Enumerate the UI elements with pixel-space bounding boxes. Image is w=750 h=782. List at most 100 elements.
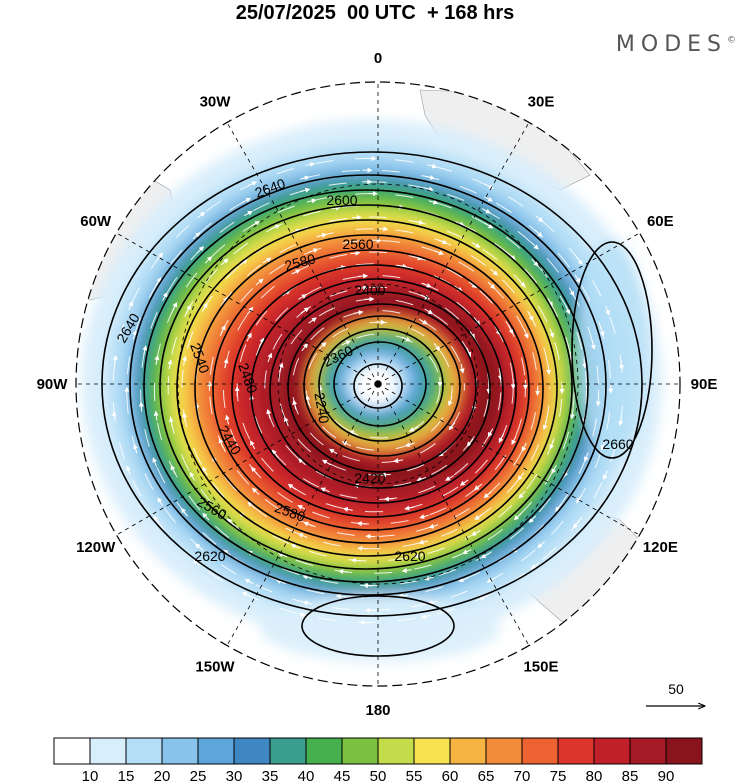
stream-arrow	[459, 479, 469, 486]
stream-arrow	[428, 199, 439, 205]
stream-arrow	[298, 294, 307, 300]
stream-arrow	[438, 450, 447, 457]
stream-arrow	[182, 355, 188, 366]
contour-2660-east	[571, 241, 653, 459]
copyright-mark: ©	[727, 35, 736, 46]
stream-arrow	[565, 305, 571, 315]
stream-arrow	[357, 545, 368, 551]
stream-arrow	[243, 210, 253, 217]
stream-arrow	[250, 221, 261, 227]
stream-arrow	[318, 342, 327, 350]
stream-arrow	[226, 518, 235, 526]
stream-arrow	[251, 466, 258, 475]
stream-arrow	[507, 252, 516, 261]
lon-60w-label: 60W	[80, 213, 112, 230]
stream-arrow	[182, 412, 187, 423]
stream-arrow	[551, 464, 557, 474]
stream-arrow	[297, 458, 306, 466]
colorbar-tick-label: 35	[262, 768, 279, 782]
stream-arrow	[350, 250, 361, 256]
stream-arrow	[255, 278, 264, 286]
meridian-330	[226, 122, 379, 385]
meridian-150	[377, 383, 530, 646]
stream-arrow	[478, 594, 489, 600]
colorbar-tick-label: 70	[514, 768, 531, 782]
meridian-210	[226, 383, 379, 646]
lon-150w-label: 150W	[195, 658, 235, 675]
stream-arrow	[401, 336, 411, 342]
stream-arrow	[322, 459, 331, 466]
stream-arrow	[404, 442, 415, 447]
contour-11	[303, 315, 461, 457]
stream-arrow	[413, 553, 424, 559]
stream-arrow	[250, 440, 256, 450]
colorbar-swatch	[269, 737, 307, 765]
stream-arrow	[267, 352, 273, 363]
stream-arrow	[438, 239, 448, 245]
stream-arrow	[425, 174, 436, 180]
stream-arrow	[511, 435, 517, 446]
stream-arrow	[290, 544, 301, 549]
colorbar-swatch	[305, 737, 343, 765]
stream-arrow	[528, 515, 537, 524]
contour-9	[269, 291, 491, 489]
stream-arrow	[398, 593, 409, 599]
stream-arrow	[508, 325, 514, 335]
stream-arrow	[128, 301, 133, 311]
stream-arrow	[299, 175, 310, 181]
stream-arrow	[576, 256, 583, 266]
stream-arrow	[455, 221, 465, 227]
contour-label: 2660	[602, 436, 633, 452]
colorbar-swatch	[557, 737, 595, 765]
stream-arrow	[490, 268, 499, 276]
stream-arrow	[152, 457, 158, 467]
stream-arrow	[427, 599, 438, 605]
stream-arrow	[572, 520, 580, 529]
stream-arrow	[424, 575, 434, 581]
stream-arrow	[221, 296, 228, 306]
stream-arrow	[278, 362, 284, 373]
stream-arrow	[305, 162, 316, 167]
stream-arrow	[459, 363, 465, 374]
stream-arrow	[605, 306, 610, 316]
stream-arrow	[487, 428, 494, 438]
stream-arrow	[170, 464, 176, 475]
colorbar-tick-label: 75	[550, 768, 567, 782]
stream-arrow	[356, 521, 367, 527]
stream-arrow	[153, 515, 160, 525]
stream-arrow	[474, 483, 483, 491]
stream-arrow	[153, 410, 159, 421]
stream-arrow	[549, 440, 555, 450]
colorbar-swatch	[629, 737, 667, 765]
stream-arrow	[317, 232, 328, 238]
contour-7	[231, 264, 517, 518]
stream-arrow	[247, 181, 258, 187]
stream-arrow	[530, 562, 539, 570]
stream-arrow	[320, 487, 330, 493]
stream-arrow	[301, 342, 309, 352]
meridian-240	[116, 383, 379, 536]
contour-label: 2400	[354, 282, 385, 298]
colorbar-swatch	[665, 737, 703, 765]
stream-arrow	[167, 359, 173, 370]
longitude-labels: 0 30E 60E 90E 120E 150E 180 150W 120W 90W 60W 30W	[37, 50, 718, 719]
stream-arrow	[603, 470, 608, 480]
stream-arrow	[126, 465, 131, 475]
stream-arrow	[138, 401, 144, 412]
stream-arrow	[132, 329, 137, 340]
colorbar-swatch	[161, 737, 199, 765]
stream-arrow	[419, 514, 430, 519]
stream-arrow	[535, 215, 544, 223]
stream-arrow	[523, 329, 529, 339]
stream-arrow	[574, 274, 581, 284]
stream-arrow	[447, 396, 453, 407]
colorbar-tick-label: 10	[82, 768, 99, 782]
stream-arrow	[306, 198, 317, 204]
stream-arrow	[518, 490, 526, 499]
lon-30w-label: 30W	[200, 94, 232, 111]
stream-arrow	[189, 471, 196, 481]
colorbar-swatch	[449, 737, 487, 765]
stream-arrow	[202, 466, 208, 476]
stream-arrow	[155, 277, 162, 286]
